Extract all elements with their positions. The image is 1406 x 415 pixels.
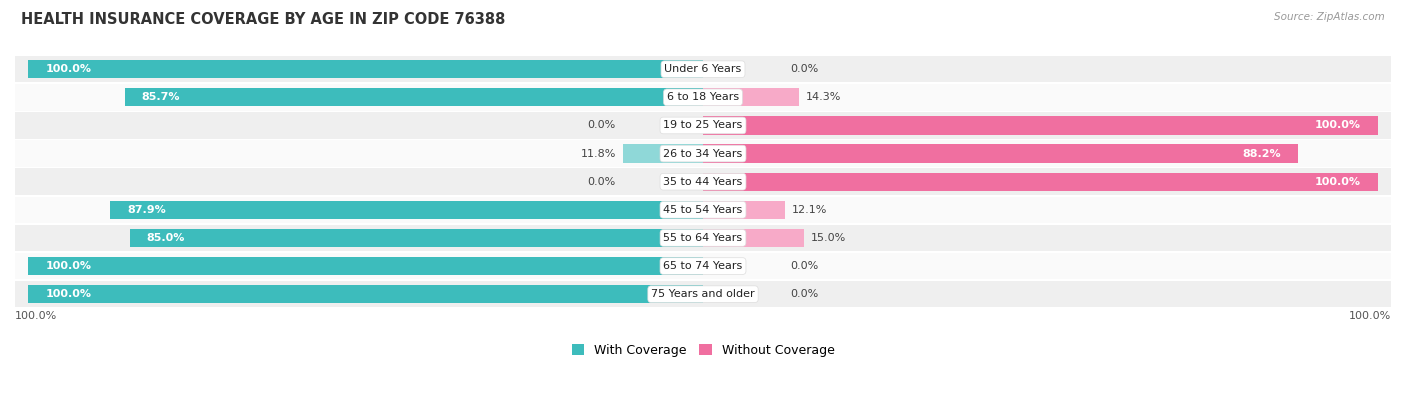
Bar	[703, 116, 1378, 134]
Text: 55 to 64 Years: 55 to 64 Years	[664, 233, 742, 243]
Text: 65 to 74 Years: 65 to 74 Years	[664, 261, 742, 271]
Bar	[110, 201, 703, 219]
Text: 88.2%: 88.2%	[1243, 149, 1281, 159]
Text: 0.0%: 0.0%	[790, 261, 818, 271]
Bar	[703, 144, 1298, 163]
Text: 100.0%: 100.0%	[1348, 311, 1391, 321]
Bar	[15, 140, 1391, 167]
Text: 0.0%: 0.0%	[588, 120, 616, 130]
Text: Source: ZipAtlas.com: Source: ZipAtlas.com	[1274, 12, 1385, 22]
Bar	[15, 225, 1391, 251]
Text: 0.0%: 0.0%	[588, 177, 616, 187]
Bar	[129, 229, 703, 247]
Bar	[125, 88, 703, 107]
Bar	[15, 84, 1391, 110]
Text: 100.0%: 100.0%	[45, 261, 91, 271]
Text: 12.1%: 12.1%	[792, 205, 827, 215]
Text: 14.3%: 14.3%	[806, 93, 842, 103]
Bar	[15, 112, 1391, 139]
Bar	[28, 60, 703, 78]
Text: 85.7%: 85.7%	[142, 93, 180, 103]
Text: 6 to 18 Years: 6 to 18 Years	[666, 93, 740, 103]
Bar	[15, 56, 1391, 83]
Bar	[28, 285, 703, 303]
Text: 0.0%: 0.0%	[790, 64, 818, 74]
Text: 100.0%: 100.0%	[15, 311, 58, 321]
Bar	[703, 201, 785, 219]
Bar	[623, 144, 703, 163]
Text: 15.0%: 15.0%	[811, 233, 846, 243]
Bar	[703, 88, 800, 107]
Text: 75 Years and older: 75 Years and older	[651, 289, 755, 299]
Text: 19 to 25 Years: 19 to 25 Years	[664, 120, 742, 130]
Bar	[15, 197, 1391, 223]
Text: 100.0%: 100.0%	[45, 64, 91, 74]
Text: 45 to 54 Years: 45 to 54 Years	[664, 205, 742, 215]
Bar	[703, 229, 804, 247]
Text: 11.8%: 11.8%	[581, 149, 617, 159]
Text: 87.9%: 87.9%	[127, 205, 166, 215]
Legend: With Coverage, Without Coverage: With Coverage, Without Coverage	[567, 339, 839, 362]
Text: 100.0%: 100.0%	[45, 289, 91, 299]
Bar	[15, 281, 1391, 308]
Bar	[28, 257, 703, 275]
Text: 35 to 44 Years: 35 to 44 Years	[664, 177, 742, 187]
Text: 0.0%: 0.0%	[790, 289, 818, 299]
Text: 100.0%: 100.0%	[1315, 120, 1361, 130]
Bar	[703, 173, 1378, 191]
Text: HEALTH INSURANCE COVERAGE BY AGE IN ZIP CODE 76388: HEALTH INSURANCE COVERAGE BY AGE IN ZIP …	[21, 12, 506, 27]
Text: 85.0%: 85.0%	[146, 233, 186, 243]
Bar	[15, 168, 1391, 195]
Text: 26 to 34 Years: 26 to 34 Years	[664, 149, 742, 159]
Text: 100.0%: 100.0%	[1315, 177, 1361, 187]
Text: Under 6 Years: Under 6 Years	[665, 64, 741, 74]
Bar	[15, 253, 1391, 279]
